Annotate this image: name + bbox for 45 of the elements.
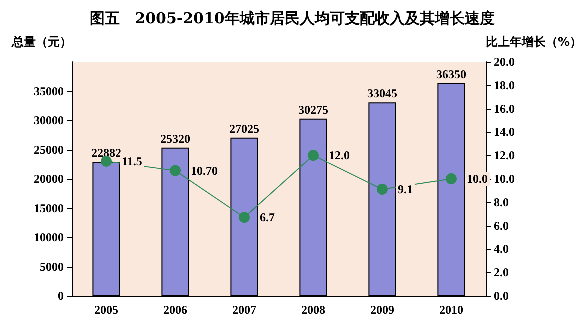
y-tick-label: 15000 xyxy=(34,201,64,216)
x-tick-label: 2006 xyxy=(163,303,188,317)
data-label: 27025 xyxy=(229,122,260,136)
y-tick-label: 30000 xyxy=(34,114,64,128)
y2-tick-label: 14.0 xyxy=(494,125,515,140)
y2-tick-label: 4.0 xyxy=(494,242,509,256)
point xyxy=(239,212,250,224)
y2-tick-label: 18.0 xyxy=(494,78,515,92)
data-label: 25320 xyxy=(160,132,190,146)
data-label: 10.0 xyxy=(466,172,488,186)
y2-tick-label: 20.0 xyxy=(494,55,515,69)
y2-tick-label: 8.0 xyxy=(494,195,509,210)
y-tick-label: 5000 xyxy=(40,260,64,274)
data-label: 22882 xyxy=(92,146,122,160)
x-tick-label: 2007 xyxy=(232,303,256,317)
y2-tick-label: 16.0 xyxy=(494,102,515,116)
data-label: 30275 xyxy=(298,102,328,117)
point xyxy=(446,174,457,184)
data-label: 33045 xyxy=(367,86,398,101)
y2-tick-label: 2.0 xyxy=(494,266,509,280)
data-label: 12.0 xyxy=(328,148,350,163)
y-tick-label: 0 xyxy=(58,289,64,303)
point xyxy=(376,184,388,196)
data-label: 6.7 xyxy=(260,210,275,225)
y-tick-label: 25000 xyxy=(34,142,64,157)
y2-tick-label: 0.0 xyxy=(494,289,509,303)
y-tick-label: 20000 xyxy=(34,172,64,186)
y2-axis-title: 比上年增长（%） xyxy=(486,35,582,49)
x-tick-label: 2008 xyxy=(301,303,326,317)
y2-tick-label: 6.0 xyxy=(494,218,509,233)
x-tick-label: 2009 xyxy=(370,303,394,317)
y-axis-title: 总量（元） xyxy=(11,35,72,49)
point xyxy=(308,150,319,162)
data-label: 36350 xyxy=(436,67,466,82)
y2-tick-label: 10.0 xyxy=(494,172,515,186)
y-tick-label: 10000 xyxy=(34,230,64,244)
data-label: 11.5 xyxy=(122,154,142,168)
x-tick-label: 2010 xyxy=(439,303,464,317)
x-tick-label: 2005 xyxy=(94,303,118,317)
point xyxy=(170,165,181,176)
y2-tick-label: 12.0 xyxy=(494,148,515,163)
data-label: 10.70 xyxy=(190,164,218,178)
chart-title: 图五 2005-2010年城市居民人均可支配收入及其增长速度 xyxy=(90,10,495,28)
data-label: 9.1 xyxy=(398,182,413,197)
y-tick-label: 35000 xyxy=(34,84,64,98)
